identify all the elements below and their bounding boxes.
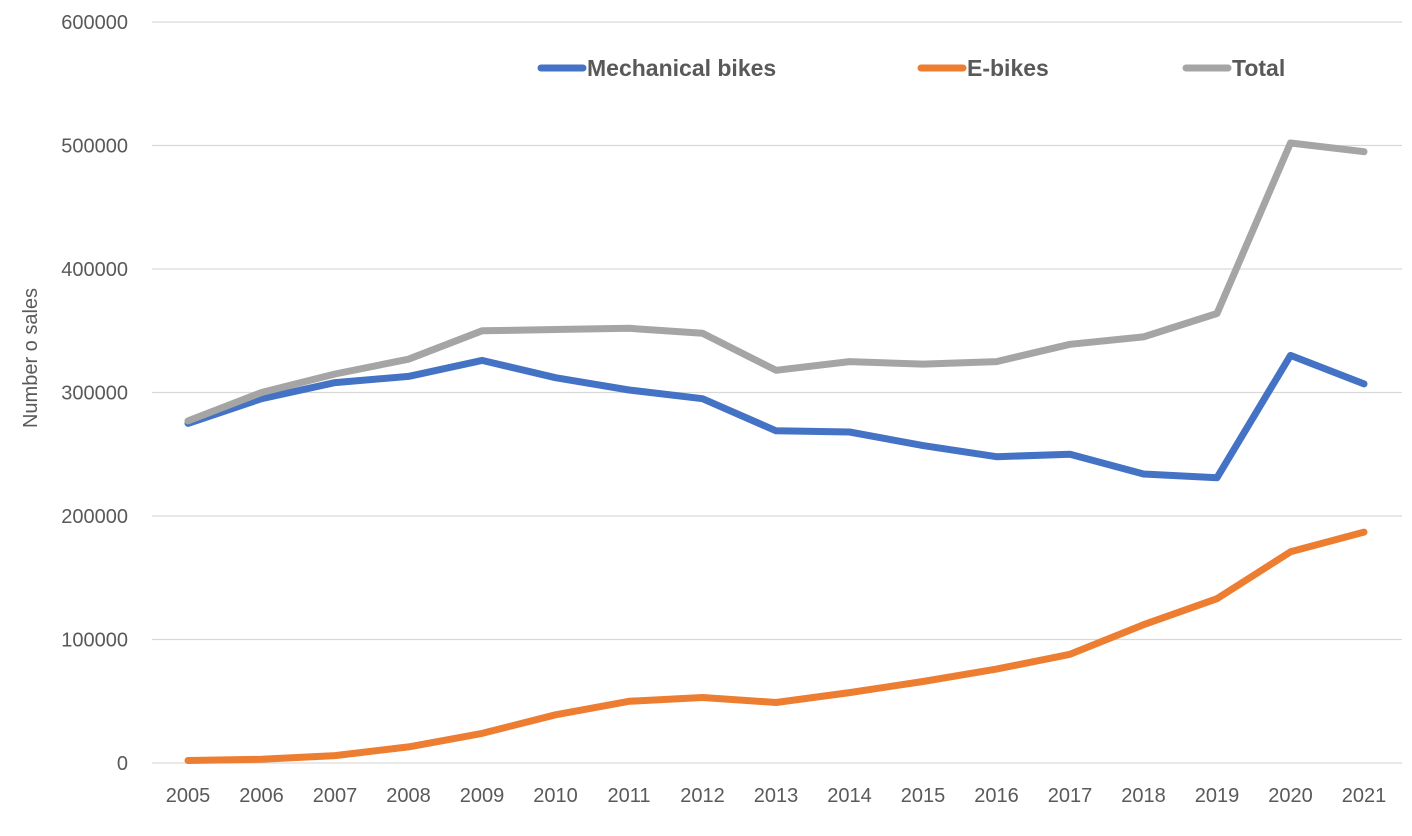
x-tick-label: 2017: [1048, 785, 1093, 807]
x-tick-label: 2021: [1342, 785, 1387, 807]
x-tick-label: 2007: [313, 785, 358, 807]
x-tick-label: 2020: [1268, 785, 1313, 807]
x-tick-label: 2008: [386, 785, 431, 807]
series-line-total: [184, 139, 1368, 425]
y-tick-label: 300000: [61, 383, 128, 405]
x-tick-label: 2013: [754, 785, 799, 807]
x-tick-label: 2010: [533, 785, 578, 807]
series-line-mechanical-bikes: [184, 351, 1368, 482]
legend: Mechanical bikes E-bikes Total: [537, 55, 1285, 81]
x-axis-tick-labels: 2005 2006 2007 2008 2009 2010 2011 2012 2013 2014…: [166, 785, 1387, 807]
gridlines: [152, 21, 1402, 764]
x-tick-label: 2019: [1195, 785, 1240, 807]
series-lines: [184, 139, 1368, 764]
series-line-e-bikes: [184, 528, 1368, 764]
legend-label-e-bikes: E-bikes: [967, 55, 1049, 81]
y-tick-label: 500000: [61, 136, 128, 158]
x-tick-label: 2011: [607, 785, 650, 807]
y-axis-title: Number o sales: [20, 288, 42, 428]
x-tick-label: 2009: [460, 785, 505, 807]
x-tick-label: 2015: [901, 785, 946, 807]
x-tick-label: 2016: [974, 785, 1019, 807]
x-tick-label: 2018: [1121, 785, 1166, 807]
x-tick-label: 2014: [827, 785, 872, 807]
y-tick-label: 200000: [61, 506, 128, 528]
y-axis-tick-labels: 0 100000 200000 300000 400000 500000 600000: [61, 12, 128, 775]
x-tick-label: 2006: [239, 785, 284, 807]
x-tick-label: 2005: [166, 785, 211, 807]
y-tick-label: 600000: [61, 12, 128, 34]
y-tick-label: 400000: [61, 259, 128, 281]
legend-label-total: Total: [1232, 55, 1285, 81]
y-tick-label: 100000: [61, 630, 128, 652]
legend-label-mechanical-bikes: Mechanical bikes: [587, 55, 776, 81]
y-tick-label: 0: [117, 753, 128, 775]
x-tick-label: 2012: [680, 785, 725, 807]
